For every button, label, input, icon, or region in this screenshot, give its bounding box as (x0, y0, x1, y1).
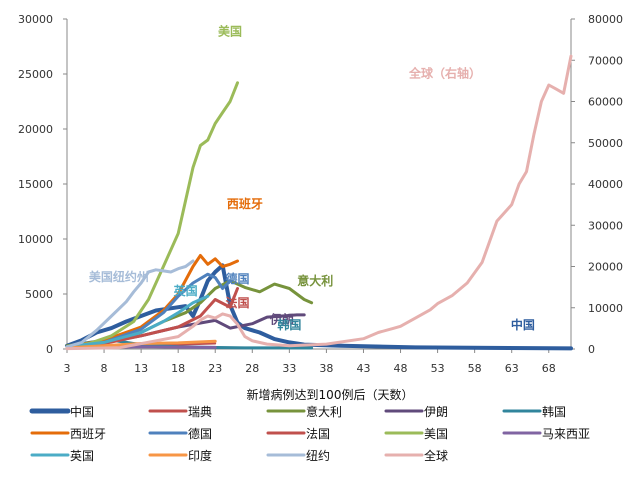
x-tick-label: 28 (245, 362, 259, 375)
left-tick-label: 10000 (18, 233, 53, 246)
right-tick-label: 0 (588, 343, 595, 356)
legend-label: 中国 (70, 404, 94, 419)
legend-label: 西班牙 (70, 427, 106, 441)
x-tick-label: 68 (542, 362, 556, 375)
annotation-label: 伊朗 (269, 312, 294, 327)
legend-label: 英国 (70, 449, 94, 463)
series-group (65, 54, 573, 351)
x-tick-label: 53 (431, 362, 445, 375)
x-tick-label: 13 (134, 362, 148, 375)
legend-label: 马来西亚 (542, 427, 590, 441)
right-tick-label: 20000 (588, 261, 623, 274)
legend-label: 瑞典 (188, 405, 212, 419)
x-tick-label: 63 (505, 362, 519, 375)
x-tick-label: 23 (208, 362, 222, 375)
x-tick-label: 48 (394, 362, 408, 375)
left-tick-label: 25000 (18, 68, 53, 81)
series-line-8 (65, 81, 239, 349)
left-tick-label: 15000 (18, 178, 53, 191)
left-tick-label: 0 (46, 343, 53, 356)
series-line-6 (65, 272, 232, 349)
x-tick-label: 8 (101, 362, 108, 375)
annotation-label: 西班牙 (227, 196, 263, 211)
left-tick-label: 30000 (18, 13, 53, 26)
legend-label: 印度 (188, 448, 212, 463)
annotation-label: 德国 (225, 271, 249, 286)
annotation-label: 法国 (225, 295, 249, 310)
x-tick-label: 18 (171, 362, 185, 375)
series-line-5 (65, 254, 239, 349)
right-tick-label: 80000 (588, 13, 623, 26)
legend-label: 全球 (424, 448, 448, 463)
legend-label: 伊朗 (424, 405, 448, 419)
x-tick-label: 38 (319, 362, 333, 375)
series-line-12 (65, 259, 195, 349)
right-tick-label: 30000 (588, 219, 623, 232)
left-tick-label: 5000 (25, 288, 53, 301)
right-tick-label: 10000 (588, 302, 623, 315)
right-tick-label: 50000 (588, 137, 623, 150)
annotation-label: 全球（右轴） (408, 65, 481, 80)
x-tick-label: 58 (468, 362, 482, 375)
series-line-13 (65, 54, 573, 351)
left-tick-label: 20000 (18, 123, 53, 136)
legend-label: 纽约 (306, 448, 330, 463)
right-tick-label: 40000 (588, 178, 623, 191)
annotation-label: 韩国 (277, 317, 301, 332)
legend-label: 德国 (188, 426, 212, 441)
legend-label: 韩国 (542, 404, 566, 419)
axes: 0 5000 10000 15000 20000 25000 30000 0 10000 2000… (18, 13, 623, 375)
annotation-label: 美国纽约州 (89, 269, 149, 284)
x-tick-label: 3 (64, 362, 71, 375)
right-tick-label: 70000 (588, 54, 623, 67)
right-tick-label: 60000 (588, 96, 623, 109)
legend-label: 法国 (306, 427, 330, 441)
x-tick-label: 33 (282, 362, 296, 375)
annotation-label: 意大利 (297, 273, 333, 288)
legend-label: 意大利 (306, 404, 342, 419)
annotation-label: 英国 (174, 283, 198, 298)
legend-label: 美国 (424, 427, 448, 441)
annotation-label: 中国 (511, 317, 535, 332)
annotation-label: 美国 (218, 24, 242, 39)
x-axis-label: 新增病例达到100例后（天数） (247, 387, 414, 402)
x-tick-label: 43 (356, 362, 370, 375)
series-line-10 (65, 294, 210, 349)
